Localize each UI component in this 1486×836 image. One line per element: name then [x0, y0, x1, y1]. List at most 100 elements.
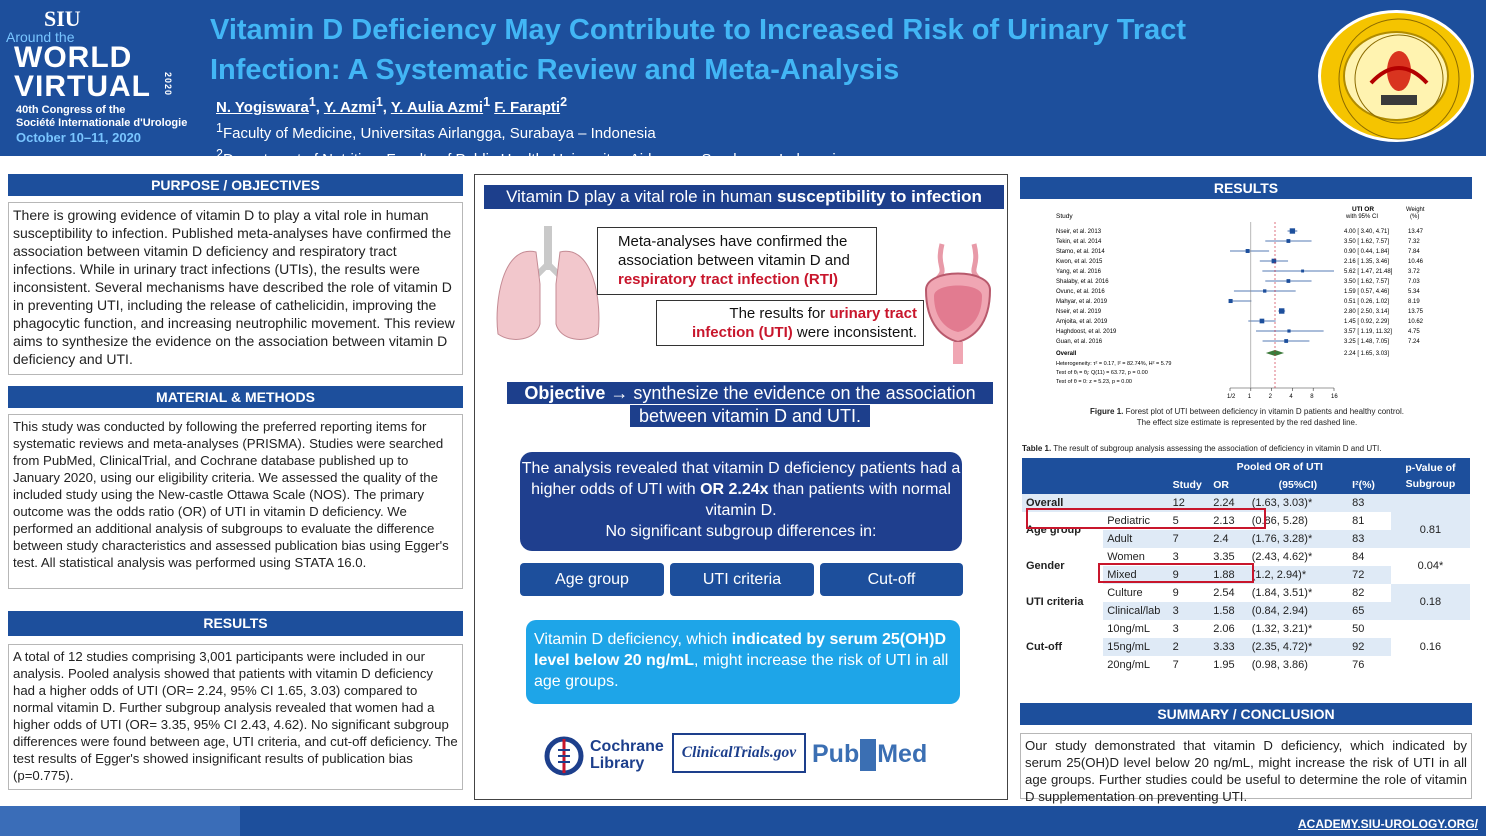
- siu-logo: SIU Around the WORLD VIRTUAL 2020 40th Co…: [6, 8, 206, 146]
- forest-header-study: Study: [1056, 213, 1073, 220]
- author-2: Y. Azmi: [323, 99, 376, 116]
- forest-study-label: Mahyar, et al. 2019: [1056, 299, 1108, 305]
- author-1: N. Yogiswara: [216, 99, 309, 116]
- forest-point: [1301, 269, 1305, 273]
- table-row: Mixed 9 1.88 (1.2, 2.94)* 72: [1022, 566, 1470, 584]
- forest-weight-label: 7.32: [1408, 239, 1420, 245]
- forest-point: [1228, 298, 1233, 304]
- uti-callout: The results for urinary tract infection …: [656, 300, 924, 346]
- forest-ci-label: 1.45 [ 0.92, 2.29]: [1344, 319, 1389, 325]
- women-highlight-box: [1098, 563, 1254, 583]
- forest-study-label: Guan, et al. 2016: [1056, 339, 1103, 345]
- forest-weight-label: 10.62: [1408, 319, 1424, 325]
- forest-z-test: Test of θ = 0: z = 5.23, p = 0.00: [1056, 379, 1132, 385]
- summary-heading: SUMMARY / CONCLUSION: [1020, 703, 1472, 725]
- forest-header-or: UTI OR: [1352, 206, 1374, 213]
- forest-ci-label: 2.16 [ 1.35, 3.46]: [1344, 259, 1389, 265]
- forest-tick-label: 8: [1310, 394, 1314, 400]
- forest-ci-label: 2.80 [ 2.50, 3.14]: [1344, 309, 1389, 315]
- table-row: Adult 7 2.4 (1.76, 3.28)* 83: [1022, 530, 1470, 548]
- authors-block: N. Yogiswara1, Y. Azmi1, Y. Aulia Azmi1 …: [216, 92, 844, 170]
- forest-ci-label: 3.50 [ 1.62, 7.57]: [1344, 279, 1389, 285]
- table-row: Overall 12 2.24 (1.63, 3.03)* 83: [1022, 494, 1470, 512]
- affiliation-2: 2Department of Nutrition, Faculty of Pub…: [216, 147, 845, 168]
- logo-congress-line1: 40th Congress of the: [16, 104, 126, 116]
- bladder-icon: [924, 243, 992, 364]
- author-names: N. Yogiswara1, Y. Azmi1, Y. Aulia Azmi1 …: [216, 95, 568, 116]
- footer-photo-strip: [0, 806, 240, 836]
- forest-point: [1284, 339, 1289, 343]
- forest-weight-label: 4.75: [1408, 329, 1420, 335]
- forest-weight-label: 10.46: [1408, 259, 1424, 265]
- forest-study-label: Amjoita, et al. 2019: [1056, 319, 1108, 325]
- pill-age-group: Age group: [520, 563, 664, 596]
- forest-tick-label: 16: [1331, 394, 1338, 400]
- forest-header-weight: Weight: [1406, 207, 1425, 213]
- logo-around: Around the: [6, 29, 75, 45]
- forest-plot: Study UTI OR with 95% CI Weight (%) Nseir, et…: [1022, 200, 1472, 440]
- forest-ci-label: 3.50 [ 1.62, 7.57]: [1344, 239, 1389, 245]
- methods-text: This study was conducted by following th…: [8, 414, 463, 589]
- forest-point: [1286, 279, 1291, 283]
- academy-link[interactable]: ACADEMY.SIU-UROLOGY.ORG/: [1297, 817, 1478, 831]
- forest-ci-label: 5.62 [ 1.47, 21.48]: [1344, 269, 1393, 275]
- university-seal-logo: [1318, 10, 1474, 142]
- forest-ci-label: 4.00 [ 3.40, 4.71]: [1344, 229, 1389, 235]
- overall-highlight-box: [1026, 508, 1266, 529]
- logo-virtual-row: VIRTUAL 2020: [14, 72, 206, 102]
- conclusion-note-box: Vitamin D deficiency, which indicated by…: [526, 620, 960, 704]
- subgroup-table: Pooled OR of UTI p-Value of Subgroup Stu…: [1022, 458, 1470, 674]
- header-pooled-or: Pooled OR of UTI: [1168, 458, 1391, 476]
- results-heading-left: RESULTS: [8, 611, 463, 636]
- forest-ci-label: 0.90 [ 0.44, 1.84]: [1344, 249, 1389, 255]
- forest-weight-label: 8.19: [1408, 299, 1420, 305]
- forest-study-label: Nseir, et al. 2019: [1056, 309, 1102, 315]
- poster-header: SIU Around the WORLD VIRTUAL 2020 40th Co…: [0, 0, 1486, 168]
- forest-ci-label: 0.51 [ 0.26, 1.02]: [1344, 299, 1389, 305]
- forest-overall-diamond: [1265, 350, 1285, 356]
- methods-heading: MATERIAL & METHODS: [8, 386, 463, 408]
- logo-world: WORLD: [14, 41, 133, 74]
- forest-weight-label: 5.34: [1408, 289, 1420, 295]
- logo-year: 2020: [163, 72, 173, 97]
- seal-emblem-icon: [1338, 18, 1460, 140]
- clinicaltrials-logo: ClinicalTrials.gov: [672, 733, 806, 773]
- author-4: F. Farapti: [494, 99, 561, 116]
- purpose-heading: PURPOSE / OBJECTIVES: [8, 174, 463, 196]
- forest-overall-ci: 2.24 [ 1.65, 3.03]: [1344, 351, 1389, 357]
- forest-weight-label: 3.72: [1408, 269, 1420, 275]
- affiliation-1: 1Faculty of Medicine, Universitas Airlan…: [216, 121, 656, 142]
- table-row: 15ng/mL 2 3.33 (2.35, 4.72)* 92: [1022, 638, 1470, 656]
- poster-title: Vitamin D Deficiency May Contribute to I…: [210, 14, 1187, 86]
- forest-study-label: Haghdoost, et al. 2019: [1056, 329, 1117, 335]
- forest-study-label: Yang, et al. 2016: [1056, 269, 1102, 275]
- objective-line1: Objective → synthesize the evidence on t…: [507, 382, 993, 404]
- logo-dates: October 10–11, 2020: [16, 130, 142, 145]
- header-or: OR: [1209, 476, 1248, 494]
- results-heading-right: RESULTS: [1020, 177, 1472, 199]
- analysis-box: The analysis revealed that vitamin D def…: [520, 452, 962, 551]
- forest-tick-label: 4: [1289, 394, 1293, 400]
- forest-point: [1278, 308, 1285, 314]
- table-row: Cut-off 10ng/mL 3 2.06 (1.32, 3.21)* 50 0.16: [1022, 620, 1470, 674]
- forest-study-label: Ovunc, et al. 2016: [1056, 289, 1105, 295]
- cochrane-icon: [544, 736, 584, 776]
- vitamin-d-banner: Vitamin D play a vital role in human sus…: [484, 185, 1004, 209]
- forest-header-weight-unit: (%): [1410, 214, 1419, 220]
- forest-tick-label: 2: [1269, 394, 1273, 400]
- pill-uti-criteria: UTI criteria: [670, 563, 814, 596]
- header-p-value: p-Value of Subgroup: [1390, 458, 1470, 494]
- author-3: Y. Aulia Azmi: [390, 99, 484, 116]
- table-row: Clinical/lab 3 1.58 (0.84, 2.94) 65: [1022, 602, 1470, 620]
- forest-point: [1263, 289, 1267, 293]
- pubmed-logo: Pub Med: [812, 734, 936, 774]
- lungs-icon: [496, 226, 600, 340]
- forest-weight-label: 13.47: [1408, 229, 1424, 235]
- header-ci: (95%CI): [1247, 476, 1349, 494]
- forest-tick-label: 1: [1248, 394, 1252, 400]
- pill-cut-off: Cut-off: [820, 563, 963, 596]
- forest-study-label: Nseir, et al. 2013: [1056, 229, 1102, 235]
- header-i2: I²(%): [1348, 476, 1391, 494]
- table-row: 20ng/mL 7 1.95 (0.98, 3.86) 76: [1022, 656, 1470, 674]
